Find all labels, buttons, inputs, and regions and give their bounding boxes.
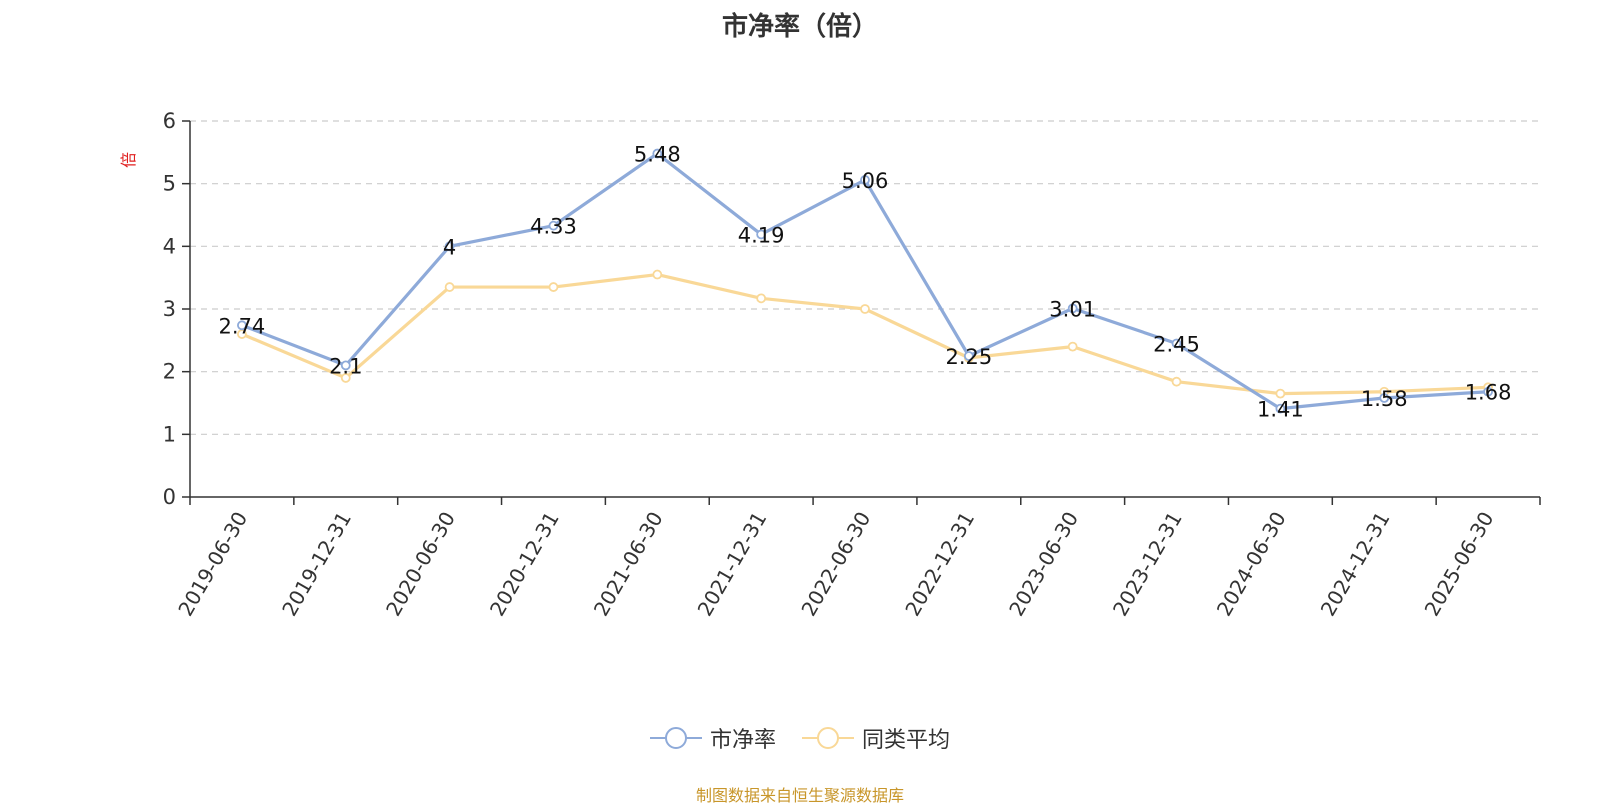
series-line [241,272,1489,396]
data-point [1171,338,1182,349]
y-tick-label: 2 [163,360,176,384]
x-tick-label: 2021-12-31 [693,508,772,621]
x-tick-label: 2019-12-31 [277,508,356,621]
legend: 市净率 同类平均 [0,722,1600,754]
data-point [237,320,247,331]
x-tick-label: 2022-06-30 [796,508,875,621]
line-circle-marker-icon [649,725,702,751]
data-point [1483,386,1493,397]
x-tick-label: 2020-06-30 [381,508,460,621]
x-tick-label: 2023-06-30 [1004,508,1083,621]
data-point [756,293,767,304]
data-point [548,220,559,231]
data-label: 1.58 [1361,387,1408,411]
data-label: 4.19 [738,223,785,247]
x-tick-label: 2023-12-31 [1108,508,1187,621]
y-axis-label: 倍 [119,152,138,168]
line-circle-marker-icon [802,725,854,751]
data-label: 3.01 [1049,297,1096,321]
data-point [1275,388,1286,399]
y-tick-label: 6 [163,109,176,133]
legend-item-peer-average[interactable]: 同类平均 [802,722,950,754]
data-point [860,175,870,185]
data-label: 5.06 [842,169,889,193]
data-label: 2.25 [945,345,992,369]
x-tick-label: 2022-12-31 [900,508,979,621]
data-point [340,373,351,383]
data-label: 5.48 [634,143,681,167]
data-point [444,282,455,292]
legend-label: 市净率 [709,728,776,753]
data-source-note: 制图数据来自恒生聚源数据库 [695,786,904,805]
data-label: 4 [443,235,456,259]
data-point [860,304,870,314]
x-tick-label: 2019-06-30 [173,508,252,621]
x-tick-label: 2021-06-30 [589,508,668,621]
data-point [963,351,974,361]
chart-title: 市净率（倍） [721,12,878,42]
legend-item-pb[interactable]: 市净率 [649,722,776,754]
data-point [1067,303,1078,314]
legend-label: 同类平均 [862,728,951,753]
x-tick-label: 2025-06-30 [1420,508,1499,621]
data-point [340,360,351,371]
data-label: 2.74 [219,314,266,338]
data-point [548,282,559,292]
data-point [652,148,663,159]
x-tick-label: 2024-12-31 [1316,508,1395,621]
x-tick-label: 2020-12-31 [485,508,564,621]
data-point [1275,403,1286,414]
y-tick-label: 0 [163,485,176,509]
data-label: 2.45 [1153,332,1200,356]
y-tick-label: 1 [163,422,176,446]
y-tick-label: 5 [163,172,176,196]
data-point [1067,341,1078,352]
data-point [652,269,663,280]
data-label: 1.41 [1257,398,1304,422]
data-label: 1.68 [1465,381,1512,405]
data-point [444,241,455,252]
y-tick-label: 3 [163,297,176,321]
data-label: 4.33 [530,215,577,239]
y-tick-label: 4 [163,234,176,258]
data-point [1379,393,1390,403]
data-point [1171,376,1182,387]
data-point [756,229,767,240]
data-label: 2.1 [329,354,362,378]
x-tick-label: 2024-06-30 [1212,508,1291,621]
